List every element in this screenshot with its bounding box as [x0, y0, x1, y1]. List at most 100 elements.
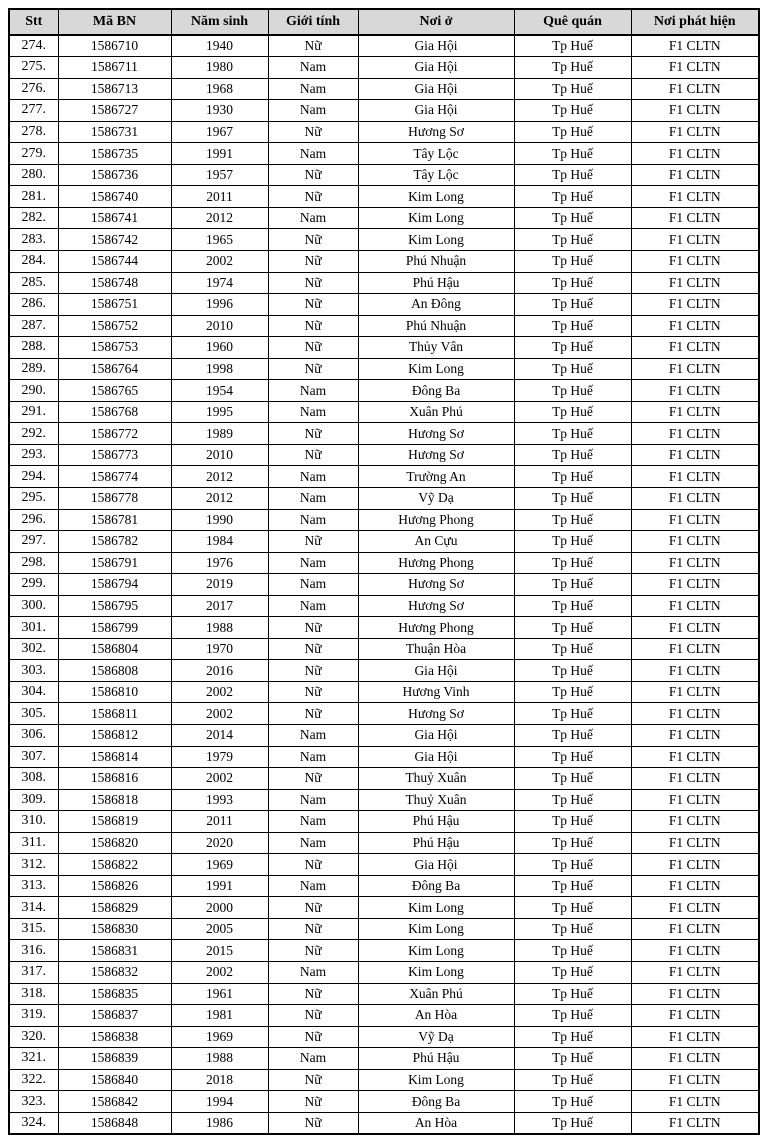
cell-ma_bn: 1586710	[57, 34, 172, 58]
cell-noi_o: Thuận Hòa	[357, 637, 515, 661]
cell-stt: 297.	[8, 530, 59, 553]
cell-nam_sinh: 1969	[170, 853, 269, 876]
table-row: 285. 1586748 1974 Nữ Phú Hậu Tp Huế F1 CLTN	[8, 271, 760, 295]
cell-noi_o: An Hòa	[357, 1004, 515, 1027]
cell-noi_phat_hien: F1 CLTN	[630, 508, 760, 532]
cell-stt: 303.	[8, 659, 59, 682]
cell-que_quan: Tp Huế	[513, 788, 632, 812]
cell-noi_o: Gia Hội	[357, 99, 515, 122]
cell-stt: 302.	[8, 637, 59, 661]
table-row: 322. 1586840 2018 Nữ Kim Long Tp Huế F1 CLTN	[8, 1068, 760, 1092]
cell-stt: 294.	[8, 465, 59, 488]
cell-que_quan: Tp Huế	[513, 422, 632, 445]
cell-gioi_tinh: Nữ	[267, 249, 359, 273]
cell-nam_sinh: 1960	[170, 336, 269, 359]
column-header-que_quan: Quê quán	[513, 8, 632, 36]
cell-ma_bn: 1586795	[57, 594, 172, 618]
cell-noi_o: Kim Long	[357, 939, 515, 963]
cell-que_quan: Tp Huế	[513, 99, 632, 122]
cell-que_quan: Tp Huế	[513, 486, 632, 510]
cell-gioi_tinh: Nam	[267, 486, 359, 510]
table-row: 281. 1586740 2011 Nữ Kim Long Tp Huế F1 CLTN	[8, 185, 760, 208]
table-row: 315. 1586830 2005 Nữ Kim Long Tp Huế F1 CLTN	[8, 917, 760, 941]
cell-noi_phat_hien: F1 CLTN	[630, 659, 760, 682]
cell-ma_bn: 1586820	[57, 831, 172, 855]
cell-ma_bn: 1586772	[57, 422, 172, 445]
cell-noi_phat_hien: F1 CLTN	[630, 379, 760, 402]
cell-stt: 278.	[8, 120, 59, 144]
cell-ma_bn: 1586768	[57, 400, 172, 424]
cell-noi_phat_hien: F1 CLTN	[630, 917, 760, 941]
cell-nam_sinh: 1996	[170, 293, 269, 316]
cell-noi_phat_hien: F1 CLTN	[630, 1025, 760, 1049]
cell-stt: 313.	[8, 874, 59, 898]
cell-noi_phat_hien: F1 CLTN	[630, 357, 760, 381]
table-row: 292. 1586772 1989 Nữ Hương Sơ Tp Huế F1 CLTN	[8, 422, 760, 445]
cell-noi_o: Gia Hội	[357, 724, 515, 747]
cell-noi_phat_hien: F1 CLTN	[630, 249, 760, 273]
cell-gioi_tinh: Nam	[267, 379, 359, 402]
table-row: 298. 1586791 1976 Nam Hương Phong Tp Huế F1 CL…	[8, 551, 760, 575]
cell-gioi_tinh: Nữ	[267, 34, 359, 58]
cell-noi_phat_hien: F1 CLTN	[630, 77, 760, 101]
table-row: 316. 1586831 2015 Nữ Kim Long Tp Huế F1 CLTN	[8, 939, 760, 963]
cell-noi_phat_hien: F1 CLTN	[630, 767, 760, 790]
cell-nam_sinh: 2015	[170, 939, 269, 963]
cell-que_quan: Tp Huế	[513, 271, 632, 295]
table-row: 308. 1586816 2002 Nữ Thuỷ Xuân Tp Huế F1 CLTN	[8, 767, 760, 790]
cell-stt: 321.	[8, 1047, 59, 1070]
cell-que_quan: Tp Huế	[513, 379, 632, 402]
cell-stt: 296.	[8, 508, 59, 532]
cell-gioi_tinh: Nữ	[267, 443, 359, 467]
cell-nam_sinh: 1995	[170, 400, 269, 424]
cell-que_quan: Tp Huế	[513, 982, 632, 1006]
table-row: 275. 1586711 1980 Nam Gia Hội Tp Huế F1 CLTN	[8, 56, 760, 79]
table-row: 287. 1586752 2010 Nữ Phú Nhuận Tp Huế F1 CLTN	[8, 314, 760, 338]
cell-nam_sinh: 2012	[170, 206, 269, 230]
table-row: 318. 1586835 1961 Nữ Xuân Phú Tp Huế F1 CLTN	[8, 982, 760, 1006]
cell-ma_bn: 1586781	[57, 508, 172, 532]
cell-gioi_tinh: Nam	[267, 831, 359, 855]
cell-gioi_tinh: Nữ	[267, 896, 359, 919]
cell-nam_sinh: 2002	[170, 702, 269, 725]
cell-que_quan: Tp Huế	[513, 680, 632, 704]
cell-noi_phat_hien: F1 CLTN	[630, 551, 760, 575]
table-row: 280. 1586736 1957 Nữ Tây Lộc Tp Huế F1 CLTN	[8, 163, 760, 187]
cell-ma_bn: 1586765	[57, 379, 172, 402]
cell-que_quan: Tp Huế	[513, 34, 632, 58]
cell-que_quan: Tp Huế	[513, 853, 632, 876]
cell-que_quan: Tp Huế	[513, 767, 632, 790]
cell-noi_phat_hien: F1 CLTN	[630, 616, 760, 639]
table-row: 321. 1586839 1988 Nam Phú Hậu Tp Huế F1 CLTN	[8, 1047, 760, 1070]
cell-noi_o: Kim Long	[357, 357, 515, 381]
cell-gioi_tinh: Nam	[267, 961, 359, 984]
cell-noi_phat_hien: F1 CLTN	[630, 1047, 760, 1070]
cell-ma_bn: 1586804	[57, 637, 172, 661]
cell-ma_bn: 1586837	[57, 1004, 172, 1027]
cell-nam_sinh: 1991	[170, 874, 269, 898]
cell-noi_o: Đông Ba	[357, 1090, 515, 1113]
cell-que_quan: Tp Huế	[513, 1068, 632, 1092]
table-row: 282. 1586741 2012 Nam Kim Long Tp Huế F1 CLTN	[8, 206, 760, 230]
table-row: 295. 1586778 2012 Nam Vỹ Dạ Tp Huế F1 CLTN	[8, 486, 760, 510]
cell-noi_phat_hien: F1 CLTN	[630, 271, 760, 295]
cell-nam_sinh: 2002	[170, 767, 269, 790]
cell-noi_phat_hien: F1 CLTN	[630, 724, 760, 747]
cell-stt: 291.	[8, 400, 59, 424]
cell-noi_phat_hien: F1 CLTN	[630, 530, 760, 553]
cell-noi_phat_hien: F1 CLTN	[630, 1068, 760, 1092]
cell-noi_o: An Cựu	[357, 530, 515, 553]
cell-noi_o: Gia Hội	[357, 745, 515, 769]
table-row: 305. 1586811 2002 Nữ Hương Sơ Tp Huế F1 CLTN	[8, 702, 760, 725]
cell-que_quan: Tp Huế	[513, 874, 632, 898]
cell-nam_sinh: 1957	[170, 163, 269, 187]
cell-nam_sinh: 1988	[170, 616, 269, 639]
cell-ma_bn: 1586816	[57, 767, 172, 790]
cell-stt: 311.	[8, 831, 59, 855]
cell-noi_o: Xuân Phú	[357, 982, 515, 1006]
cell-noi_o: Đông Ba	[357, 379, 515, 402]
cell-ma_bn: 1586835	[57, 982, 172, 1006]
cell-nam_sinh: 1965	[170, 228, 269, 251]
cell-ma_bn: 1586740	[57, 185, 172, 208]
cell-stt: 282.	[8, 206, 59, 230]
